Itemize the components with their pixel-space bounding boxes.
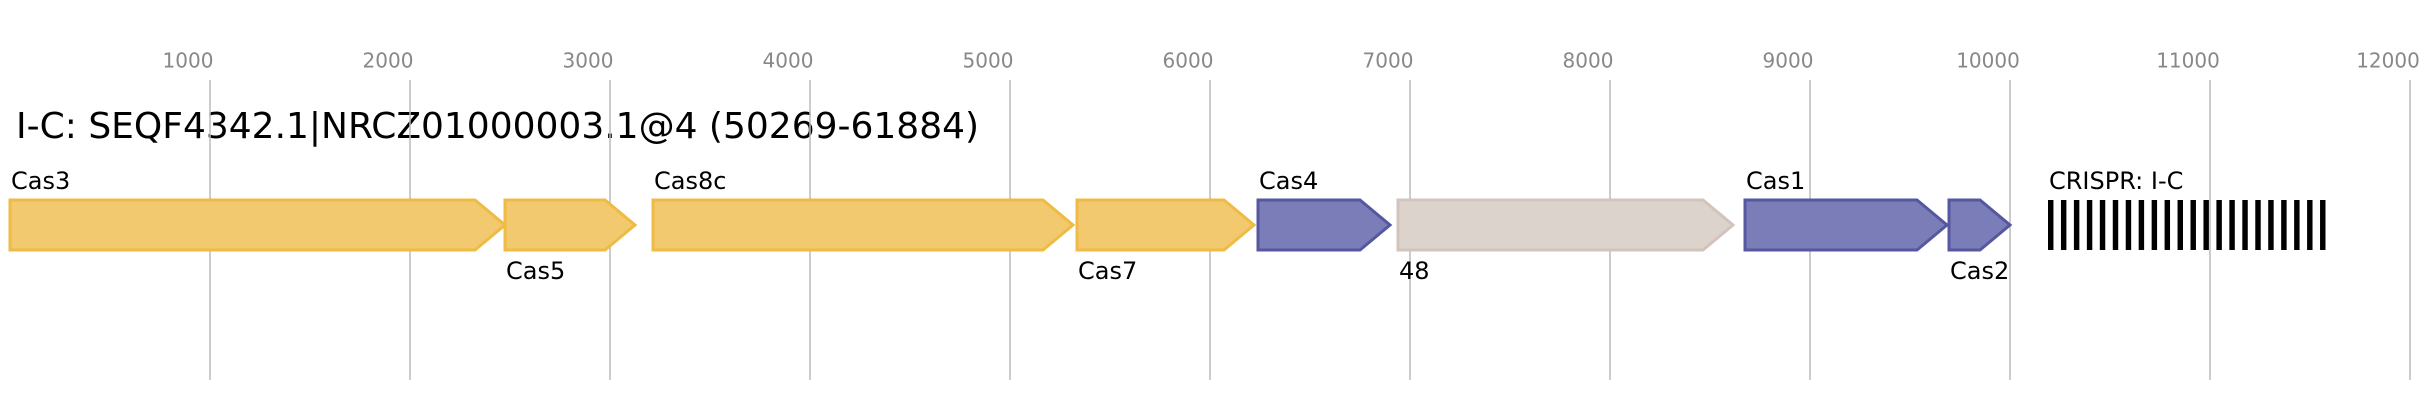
gene-label: Cas1 xyxy=(1746,167,1805,195)
crispr-repeat xyxy=(2048,200,2054,250)
x-tick-label: 4000 xyxy=(763,49,814,73)
crispr-repeat xyxy=(2190,200,2196,250)
crispr-repeat xyxy=(2281,200,2287,250)
x-tick-label: 9000 xyxy=(1763,49,1814,73)
gene-arrow xyxy=(503,198,638,252)
gene-arrow xyxy=(1947,198,2013,252)
x-tick-label: 6000 xyxy=(1163,49,1214,73)
gene-arrow xyxy=(1256,198,1393,252)
crispr-repeat xyxy=(2125,200,2132,250)
gene-arrow xyxy=(1075,198,1257,252)
crispr-repeat xyxy=(2268,200,2274,250)
crispr-repeat xyxy=(2294,200,2300,250)
gene-label: Cas7 xyxy=(1078,257,1137,285)
crispr-label: CRISPR: I-C xyxy=(2049,167,2183,195)
crispr-repeat xyxy=(2203,200,2209,250)
x-tick-label: 10000 xyxy=(1956,49,2020,73)
gene-label: Cas8c xyxy=(654,167,726,195)
crispr-repeat xyxy=(2216,200,2222,250)
crispr-repeat xyxy=(2138,200,2145,250)
gene-arrow xyxy=(1396,198,1736,252)
gene-label: Cas2 xyxy=(1950,257,2009,285)
gene-arrow xyxy=(651,198,1076,252)
crispr-repeat xyxy=(2112,200,2119,250)
gene-label: 48 xyxy=(1399,257,1430,285)
crispr-repeat xyxy=(2229,200,2235,250)
crispr-repeat xyxy=(2060,200,2067,250)
crispr-repeat xyxy=(2242,200,2248,250)
crispr-repeat xyxy=(2151,200,2158,250)
crispr-repeat xyxy=(2164,200,2171,250)
crispr-repeat xyxy=(2307,200,2313,250)
x-tick-label: 3000 xyxy=(563,49,614,73)
gene-label: Cas5 xyxy=(506,257,565,285)
x-tick-label: 1000 xyxy=(163,49,214,73)
x-tick-label: 7000 xyxy=(1363,49,1414,73)
gene-arrow xyxy=(1743,198,1950,252)
crispr-repeat xyxy=(2086,200,2093,250)
x-tick-label: 8000 xyxy=(1563,49,1614,73)
gene-label: Cas3 xyxy=(11,167,70,195)
x-tick-label: 12000 xyxy=(2356,49,2420,73)
gene-arrow xyxy=(8,198,508,252)
gene-label: Cas4 xyxy=(1259,167,1318,195)
crispr-repeat xyxy=(2320,200,2326,250)
title: I-C: SEQF4342.1|NRCZ01000003.1@4 (50269-… xyxy=(16,106,979,147)
x-tick-label: 11000 xyxy=(2156,49,2220,73)
crispr-repeat xyxy=(2177,200,2183,250)
x-tick-label: 2000 xyxy=(363,49,414,73)
crispr-repeat xyxy=(2073,200,2080,250)
crispr-repeat xyxy=(2255,200,2261,250)
crispr-repeat xyxy=(2099,200,2106,250)
x-tick-label: 5000 xyxy=(963,49,1014,73)
